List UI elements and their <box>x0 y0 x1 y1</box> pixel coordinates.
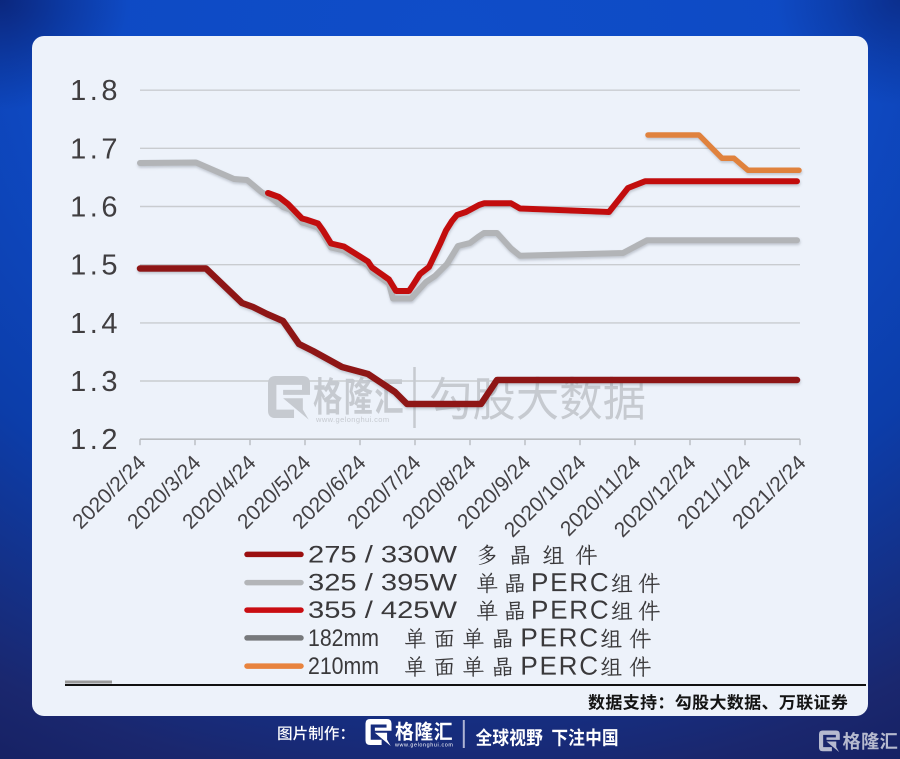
svg-text:1.7: 1.7 <box>70 133 121 165</box>
svg-text:www.gelonghui.com: www.gelonghui.com <box>315 415 390 424</box>
svg-text:1.3: 1.3 <box>70 366 121 398</box>
svg-text:1.2: 1.2 <box>70 424 121 456</box>
svg-text:1.5: 1.5 <box>70 250 121 282</box>
svg-text:355 / 425W: 355 / 425W <box>308 597 457 624</box>
svg-text:325 / 395W: 325 / 395W <box>308 570 457 597</box>
svg-text:275 / 330W: 275 / 330W <box>308 541 457 568</box>
svg-text:www.gelonghui.com: www.gelonghui.com <box>394 743 453 749</box>
svg-text:210mm: 210mm <box>308 653 379 680</box>
svg-text:182mm: 182mm <box>308 625 379 652</box>
svg-text:1.4: 1.4 <box>70 308 121 340</box>
svg-text:1.8: 1.8 <box>70 75 121 107</box>
svg-text:1.6: 1.6 <box>70 192 121 224</box>
